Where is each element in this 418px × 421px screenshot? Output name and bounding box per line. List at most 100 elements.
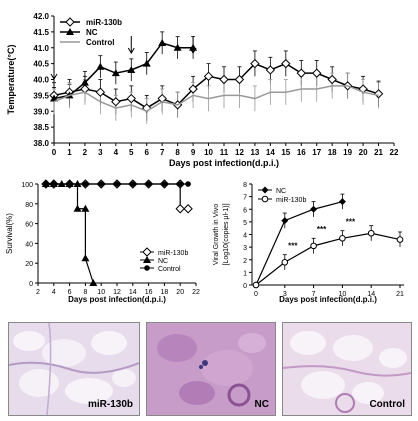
data-point [81, 204, 90, 212]
data-point [177, 181, 183, 187]
x-tick-label: 10 [339, 291, 347, 298]
x-tick-label: 2 [36, 289, 40, 296]
x-tick-label: 7 [160, 148, 165, 157]
micrograph-nc: NC [146, 322, 276, 416]
series-line [255, 201, 343, 286]
lung-tissue-image-nc [147, 323, 275, 415]
data-point [338, 198, 346, 206]
data-point [173, 43, 182, 51]
micrograph-label: NC [254, 399, 269, 410]
data-point [96, 62, 105, 70]
data-point [51, 181, 57, 187]
y-axis-title: Survival(%) [5, 213, 14, 254]
x-tick-label: 10 [204, 148, 213, 157]
x-tick-label: 3 [283, 291, 287, 298]
data-point [89, 279, 98, 286]
x-tick-label: 6 [145, 148, 150, 157]
data-point [145, 181, 152, 187]
significance-mark: *** [288, 241, 298, 250]
data-point [111, 69, 120, 77]
significance-mark: *** [317, 225, 327, 234]
y-tick-label: 38.0 [33, 139, 49, 148]
micrograph-control: Control [282, 322, 412, 416]
data-point [265, 65, 276, 75]
y-tick-label: 38.5 [33, 123, 49, 132]
x-tick-label: 20 [359, 148, 368, 157]
data-point [203, 71, 214, 82]
x-tick-label: 14 [367, 291, 375, 298]
y-tick-label: 39.5 [33, 91, 49, 100]
x-tick-label: 19 [343, 148, 352, 157]
temperature-chart: 38.038.539.039.540.040.541.041.542.00 1 2 3… [6, 12, 399, 168]
data-point [161, 181, 168, 187]
legend-label: NC [158, 258, 168, 265]
legend-marker [144, 265, 150, 271]
data-point [81, 254, 90, 262]
x-tick-label: 11 [220, 148, 229, 157]
data-point [373, 89, 384, 99]
micrograph-label: miR-130b [87, 399, 133, 410]
x-axis-title: Days post infection(d.p.i.) [169, 158, 279, 168]
data-point [111, 97, 121, 107]
lung-tissue-image-control [283, 323, 411, 415]
y-tick-label: 0 [29, 281, 33, 288]
data-point [234, 74, 245, 85]
y-tick-label: 80 [25, 202, 33, 209]
data-point [98, 181, 104, 187]
viral-growth-chart: 0 1 2 3 4 5 6 7 8 0 3 7 10 14 21 Viral Growth in Vivo [L… [213, 182, 404, 304]
x-tick-label: 4 [114, 148, 119, 157]
x-tick-label: 2 [83, 148, 88, 157]
legend-label: NC [276, 188, 286, 195]
x-tick-label: 8 [175, 148, 180, 157]
data-point [252, 281, 260, 289]
data-point [250, 58, 260, 69]
x-tick-label: 16 [297, 148, 306, 157]
data-point [312, 68, 322, 78]
y-tick-label: 0 [243, 283, 247, 290]
y-axis-title: Viral Growth in Vivo [213, 204, 220, 265]
y-tick-label: 42.0 [33, 12, 49, 21]
x-tick-label: 0 [254, 291, 258, 298]
x-tick-label: 7 [312, 291, 316, 298]
y-tick-label: 6 [243, 207, 247, 214]
legend-marker [65, 17, 75, 27]
x-tick-label: 13 [250, 148, 259, 157]
series-line [255, 232, 401, 286]
series-line [45, 183, 94, 284]
data-point [73, 204, 82, 212]
y-tick-label: 100 [21, 182, 33, 189]
x-axis-title: Days post infection(d.p.i.) [68, 295, 166, 304]
data-point [327, 74, 337, 85]
x-tick-label: 18 [161, 289, 169, 296]
series-line [53, 62, 379, 109]
y-tick-label: 1 [243, 270, 247, 277]
data-point [142, 59, 151, 67]
y-tick-label: 2 [243, 258, 247, 265]
x-tick-label: 9 [191, 148, 196, 157]
data-point [175, 204, 185, 214]
y-tick-label: 20 [25, 261, 33, 268]
y-tick-label: 60 [25, 222, 33, 229]
series-line [53, 85, 379, 113]
x-tick-label: 14 [129, 289, 137, 296]
y-tick-label: 3 [243, 245, 247, 252]
x-tick-label: 5 [129, 148, 134, 157]
legend-marker [143, 256, 151, 263]
y-tick-label: 40 [25, 241, 33, 248]
x-tick-label: 8 [83, 289, 87, 296]
x-tick-label: 16 [145, 289, 153, 296]
x-tick-label: 12 [113, 289, 121, 296]
x-tick-label: 4 [52, 289, 56, 296]
y-tick-label: 4 [243, 233, 247, 240]
data-point [219, 74, 229, 85]
y-tick-label: 5 [243, 220, 247, 227]
x-tick-label: 21 [374, 148, 383, 157]
legend-label: Control [86, 38, 114, 47]
arrow-head [50, 73, 58, 80]
survival-chart: 0 20 40 60 80 100 2 4 6 8 10 12 14 16 18 20 22 Survival(%… [5, 179, 200, 304]
x-tick-label: 12 [235, 148, 244, 157]
micrograph-label: Control [369, 399, 405, 410]
data-point [310, 242, 317, 250]
y-tick-label: 41.5 [33, 28, 49, 37]
legend-label: NC [86, 28, 98, 37]
